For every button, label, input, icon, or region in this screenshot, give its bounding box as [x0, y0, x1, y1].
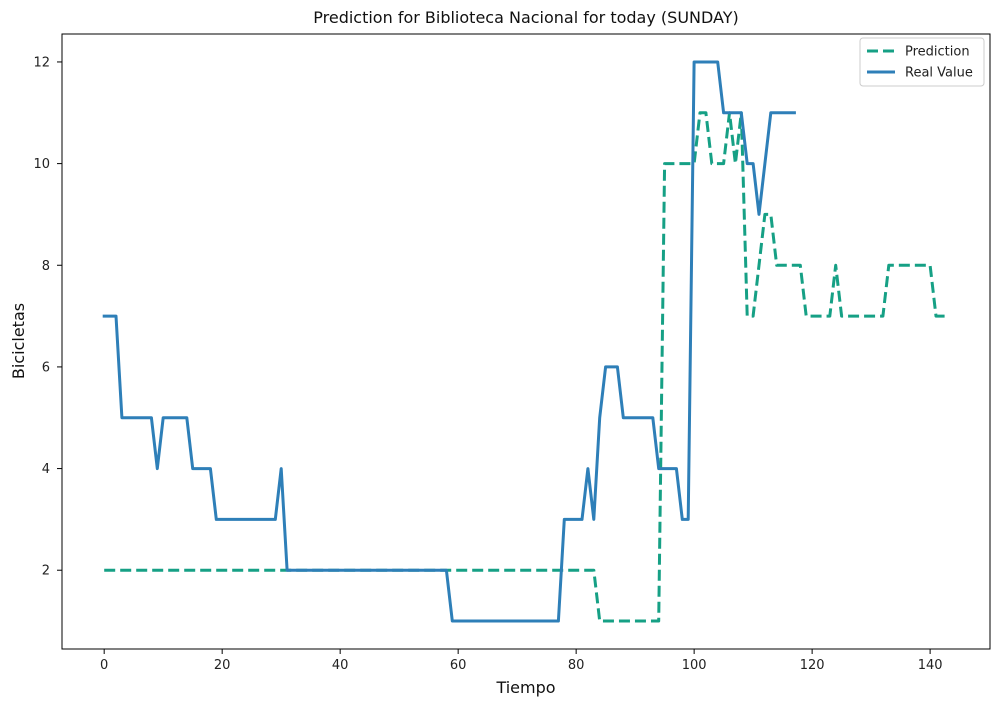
legend: Prediction Real Value — [859, 37, 985, 87]
legend-label: Prediction — [905, 45, 970, 60]
y-axis: 2 4 6 8 10 12 — [33, 55, 62, 579]
series-layer — [102, 60, 948, 623]
x-axis-title: Tiempo — [495, 678, 555, 697]
y-tick-label: 12 — [33, 55, 50, 70]
real-value-series-line — [102, 60, 796, 623]
legend-label: Real Value — [905, 66, 973, 81]
x-tick-label: 80 — [568, 658, 585, 673]
x-tick-label: 20 — [214, 658, 231, 673]
prediction-series-line — [104, 111, 948, 623]
y-tick-label: 4 — [42, 462, 50, 477]
y-tick-label: 10 — [33, 157, 50, 172]
x-axis: 0 20 40 60 80 100 120 140 — [100, 649, 943, 673]
y-tick-label: 8 — [42, 259, 50, 274]
x-tick-label: 60 — [450, 658, 467, 673]
plot-area: 0 20 40 60 80 100 120 140 2 4 6 8 10 12 — [33, 33, 991, 673]
x-tick-label: 0 — [100, 658, 108, 673]
x-tick-label: 100 — [682, 658, 707, 673]
y-tick-label: 6 — [42, 360, 50, 375]
y-tick-label: 2 — [42, 564, 50, 579]
x-tick-label: 40 — [332, 658, 349, 673]
y-axis-title: Bicicletas — [9, 303, 28, 379]
plot-frame — [61, 33, 991, 650]
x-tick-label: 140 — [918, 658, 943, 673]
x-tick-label: 120 — [800, 658, 825, 673]
chart-title: Prediction for Biblioteca Nacional for t… — [313, 8, 739, 27]
